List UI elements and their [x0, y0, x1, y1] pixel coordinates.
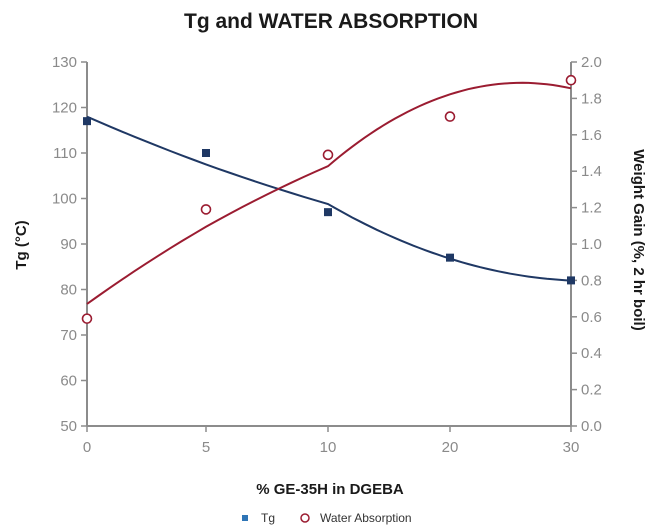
tg-point — [567, 276, 575, 285]
water-absorption-point — [322, 149, 334, 161]
y-right-tick-label: 0.8 — [581, 272, 602, 289]
x-tick-label: 10 — [320, 439, 337, 456]
y-right-tick-label: 2.0 — [581, 54, 602, 71]
tg-point — [202, 149, 210, 157]
tg-point — [324, 208, 332, 217]
series-lines — [86, 81, 572, 305]
series-markers — [81, 74, 577, 324]
trendline-tg — [86, 115, 572, 282]
y-right-tick-label: 0.6 — [581, 309, 602, 326]
x-tick-label: 20 — [442, 439, 459, 456]
y-left-tick-label: 70 — [60, 327, 77, 344]
left-axis-ticks: 50 60 70 80 90 100 110 120 130 — [52, 54, 87, 435]
x-tick-label: 5 — [202, 439, 210, 456]
legend: Tg Water Absorption — [242, 511, 412, 525]
y-left-tick-label: 100 — [52, 191, 77, 208]
y-right-tick-label: 1.4 — [581, 163, 602, 180]
tg-point — [83, 117, 91, 126]
water-absorption-point — [565, 74, 577, 86]
legend-swatch-tg — [242, 515, 248, 521]
x-tick-label: 0 — [83, 439, 91, 456]
y-right-tick-label: 0.4 — [581, 345, 602, 362]
y-left-tick-label: 120 — [52, 100, 77, 117]
x-tick-label: 30 — [563, 439, 580, 456]
y-right-tick-label: 1.2 — [581, 200, 602, 217]
legend-swatch-water-absorption — [300, 513, 310, 523]
y-left-tick-label: 80 — [60, 282, 77, 299]
right-axis-ticks: 0.0 0.2 0.4 0.6 0.8 1.0 1.2 1.4 1.6 1.8 2.0 — [571, 54, 602, 435]
y-right-tick-label: 0.0 — [581, 418, 602, 435]
tg-point — [446, 253, 454, 262]
chart-title: Tg and WATER ABSORPTION — [184, 10, 478, 33]
trendline-water-absorption — [86, 81, 572, 305]
legend-label-water-absorption: Water Absorption — [320, 511, 412, 525]
x-axis-ticks: 0 5 10 20 30 — [83, 426, 580, 456]
axes — [86, 62, 572, 427]
y-left-tick-label: 50 — [60, 418, 77, 435]
y-right-tick-label: 1.8 — [581, 90, 602, 107]
y-left-tick-label: 130 — [52, 54, 77, 71]
water-absorption-point — [444, 111, 456, 122]
y-axis-right-title: Weight Gain (%, 2 hr boil) — [630, 149, 647, 330]
y-left-tick-label: 110 — [53, 145, 77, 162]
x-axis-title: % GE-35H in DGEBA — [256, 481, 404, 498]
legend-label-tg: Tg — [261, 511, 275, 525]
y-left-tick-label: 60 — [60, 373, 77, 390]
y-right-tick-label: 1.0 — [581, 236, 602, 253]
y-axis-left-title: Tg (°C) — [13, 220, 30, 269]
y-right-tick-label: 1.6 — [581, 127, 602, 144]
water-absorption-point — [200, 204, 212, 215]
y-right-tick-label: 0.2 — [581, 382, 602, 399]
water-absorption-point — [81, 313, 93, 324]
y-left-tick-label: 90 — [60, 236, 77, 253]
